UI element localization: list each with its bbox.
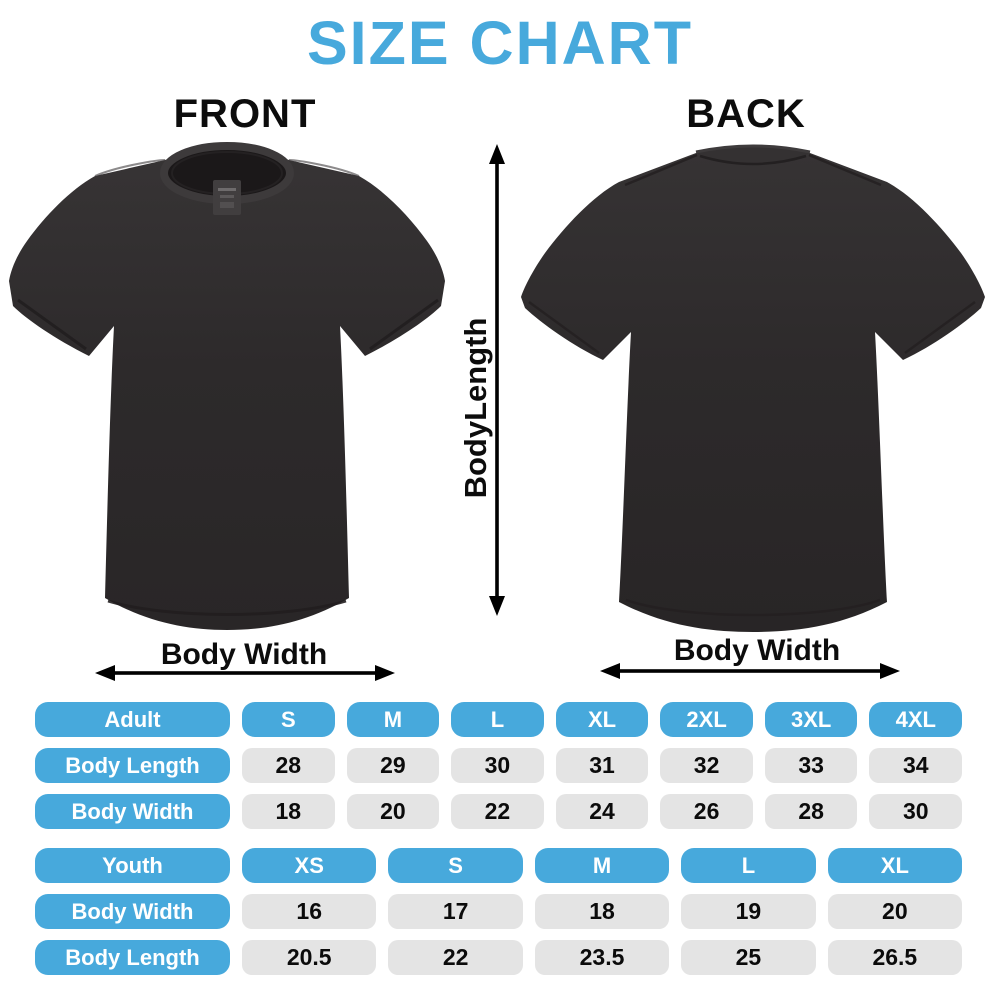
value-cell: 18 [242,794,335,829]
value-cell: 26.5 [827,940,963,975]
value-cell: 20 [346,794,440,829]
size-header-cell: 2XL [660,702,753,737]
value-cell: 19 [681,894,816,929]
value-cell: 23.5 [534,940,670,975]
size-header-cell: 4XL [869,702,963,737]
front-collar [160,142,294,215]
value-cell: 28 [764,794,858,829]
size-header-cell: L [451,702,544,737]
body-width-label-back: Body Width [673,634,841,667]
front-seams [17,298,439,616]
back-collar [695,144,811,166]
value-cell: 31 [555,748,649,783]
size-header-cell: M [346,702,440,737]
adult-size-table: Adult S M L XL 2XL 3XL 4XL Body Length 28 29 30 31 32… [35,702,963,840]
neck-tag [213,180,241,215]
body-length-label: BodyLength [458,317,493,499]
value-cell: 26 [660,794,753,829]
table-row: Youth XS S M L XL [35,848,963,883]
table-row: Body Length 28 29 30 31 32 33 34 [35,748,963,783]
row-label-cell: Body Length [35,940,230,975]
table-title-cell: Adult [35,702,230,737]
table-row: Body Width 16 17 18 19 20 [35,894,963,929]
table-row: Body Width 18 20 22 24 26 28 30 [35,794,963,829]
row-label-cell: Body Length [35,748,230,783]
size-header-cell: 3XL [764,702,858,737]
body-width-label-front: Body Width [160,638,328,671]
front-view-label: FRONT [173,92,317,136]
value-cell: 18 [534,894,670,929]
table-row: Body Length 20.5 22 23.5 25 26.5 [35,940,963,975]
value-cell: 24 [555,794,649,829]
value-cell: 29 [346,748,440,783]
value-cell: 33 [764,748,858,783]
value-cell: 28 [242,748,335,783]
size-header-cell: XL [827,848,963,883]
size-header-cell: S [388,848,523,883]
size-header-cell: S [242,702,335,737]
value-cell: 22 [451,794,544,829]
tshirt-front-image [9,142,445,630]
size-header-cell: XL [555,702,649,737]
value-cell: 25 [681,940,816,975]
row-label-cell: Body Width [35,794,230,829]
size-header-cell: M [534,848,670,883]
value-cell: 16 [242,894,377,929]
table-title-cell: Youth [35,848,230,883]
value-cell: 34 [869,748,963,783]
page-title: SIZE CHART [307,9,693,77]
youth-size-table: Youth XS S M L XL Body Width 16 17 18 19 20 Body Len… [35,848,963,986]
size-header-cell: L [681,848,816,883]
table-row: Adult S M L XL 2XL 3XL 4XL [35,702,963,737]
value-cell: 32 [660,748,753,783]
back-seams [528,153,976,617]
value-cell: 20.5 [242,940,377,975]
value-cell: 30 [869,794,963,829]
value-cell: 20 [827,894,963,929]
back-view-label: BACK [686,92,806,136]
tshirt-back-image [521,144,985,632]
size-header-cell: XS [242,848,377,883]
value-cell: 30 [451,748,544,783]
value-cell: 17 [388,894,523,929]
row-label-cell: Body Width [35,894,230,929]
value-cell: 22 [388,940,523,975]
